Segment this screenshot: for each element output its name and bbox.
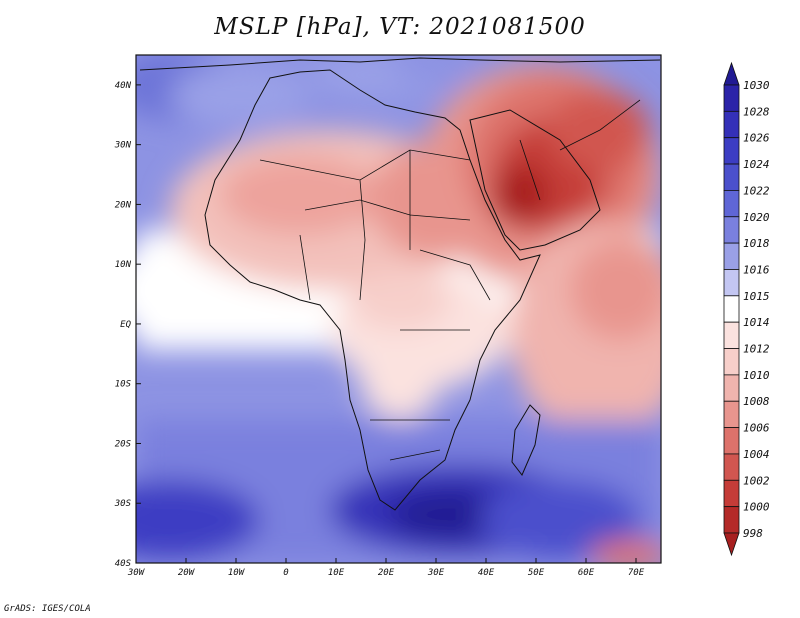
colorbar-label: 1002 xyxy=(743,474,770,487)
lon-label: 40E xyxy=(478,568,495,578)
colorbar-segment xyxy=(723,137,740,165)
colorbar-label: 1016 xyxy=(743,263,770,276)
colorbar-segment xyxy=(723,242,740,270)
lat-label: 20N xyxy=(115,200,132,210)
lon-label: 0 xyxy=(283,568,288,578)
europe-coastline xyxy=(139,57,661,71)
colorbar-segment xyxy=(723,163,740,191)
colorbar-label: 1020 xyxy=(743,211,770,224)
colorbar-segment xyxy=(723,295,740,323)
arabia-coastline xyxy=(469,109,601,251)
lon-label: 50E xyxy=(528,568,545,578)
lon-label: 10W xyxy=(228,568,246,578)
lat-label: EQ xyxy=(120,320,131,330)
colorbar-label: 1000 xyxy=(743,501,770,514)
lat-label: 20S xyxy=(115,439,132,449)
lat-label: 30S xyxy=(114,499,132,509)
pressure-field xyxy=(136,55,661,563)
colorbar-label: 1022 xyxy=(743,184,770,197)
colorbar-label: 1008 xyxy=(743,395,770,408)
colorbar-label: 1028 xyxy=(743,105,770,118)
longitude-labels: 30W 20W 10W 0 10E 20E 30E 40E 50E 60E 70E xyxy=(127,568,645,578)
africa-coastline xyxy=(204,69,541,511)
colorbar-segment xyxy=(723,216,740,244)
colorbar-label: 1024 xyxy=(743,158,770,171)
colorbar-label: 1018 xyxy=(743,237,770,250)
lon-label: 70E xyxy=(628,568,645,578)
colorbar-segment xyxy=(723,110,740,139)
lat-label: 40N xyxy=(115,81,132,91)
colorbar-segment xyxy=(723,427,740,455)
colorbar-segment xyxy=(723,479,740,508)
lat-label: 10N xyxy=(115,260,132,270)
colorbar-segment xyxy=(723,400,740,428)
lon-label: 20W xyxy=(178,568,196,578)
colorbar-label: 1015 xyxy=(743,290,770,303)
colorbar-label: 998 xyxy=(743,527,763,540)
colorbar-segment xyxy=(723,348,740,376)
colorbar-label: 1014 xyxy=(743,316,770,329)
colorbar: 1030 1028 1026 1024 1022 1020 1018 1016 1015 1014… xyxy=(723,61,770,557)
lat-label: 30N xyxy=(114,141,132,151)
colorbar-segment xyxy=(723,190,740,218)
lat-label: 10S xyxy=(115,380,132,390)
grads-credit: GrADS: IGES/COLA xyxy=(4,604,91,614)
madagascar-coastline xyxy=(511,404,541,476)
colorbar-label: 1006 xyxy=(743,422,770,435)
lon-label: 10E xyxy=(328,568,345,578)
map-frame xyxy=(135,54,662,564)
colorbar-segment xyxy=(723,84,740,112)
chart-title: MSLP [hPa], VT: 2021081500 xyxy=(214,14,586,40)
colorbar-segment xyxy=(723,374,740,402)
lon-label: 30E xyxy=(427,568,445,578)
colorbar-segment xyxy=(723,321,740,349)
lon-label: 60E xyxy=(578,568,595,578)
lon-label: 30W xyxy=(127,568,146,578)
colorbar-label: 1030 xyxy=(743,79,770,92)
coastlines xyxy=(139,57,661,511)
colorbar-segment xyxy=(723,506,740,534)
colorbar-label: 1012 xyxy=(743,343,770,356)
colorbar-segment xyxy=(723,269,740,297)
colorbar-label: 1004 xyxy=(743,448,770,461)
lat-label: 40S xyxy=(115,559,132,569)
lon-label: 20E xyxy=(378,568,395,578)
colorbar-max-arrow xyxy=(723,61,740,86)
country-borders xyxy=(259,99,641,461)
colorbar-label: 1026 xyxy=(743,132,770,145)
axis-ticks xyxy=(135,84,637,564)
colorbar-label: 1010 xyxy=(743,369,770,382)
latitude-labels: 40N 30N 20N 10N EQ 10S 20S 30S 40S xyxy=(114,81,132,569)
colorbar-min-arrow xyxy=(723,532,740,557)
colorbar-segment xyxy=(723,453,740,481)
